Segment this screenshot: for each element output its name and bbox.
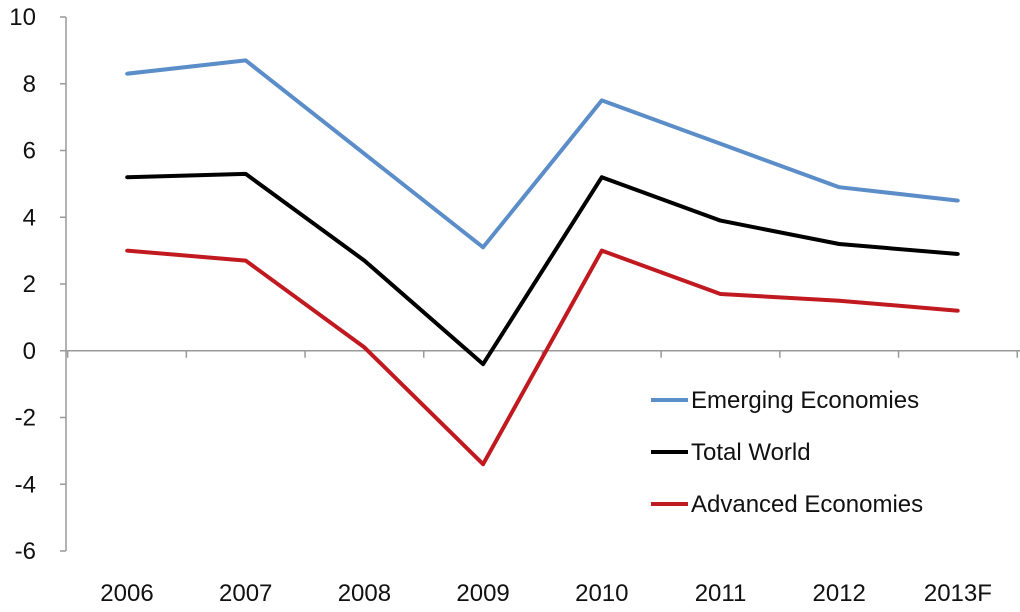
- data-point-total-world: [362, 258, 367, 263]
- data-point-advanced-economies: [837, 298, 841, 303]
- x-tick-label: 2008: [338, 580, 391, 607]
- series-line-total-world: [126, 171, 959, 367]
- data-point-total-world: [481, 362, 485, 366]
- data-point-total-world: [125, 175, 129, 179]
- y-tick-label: 6: [23, 138, 36, 165]
- data-point-advanced-economies: [600, 248, 604, 253]
- data-point-emerging-economies: [243, 58, 248, 63]
- y-tick-label: 8: [23, 71, 36, 98]
- data-point-total-world: [956, 252, 960, 256]
- data-point-total-world: [243, 172, 248, 176]
- data-point-advanced-economies: [956, 308, 960, 313]
- y-tick-label: -6: [15, 538, 36, 565]
- data-point-emerging-economies: [718, 142, 723, 146]
- series-line-advanced-economies: [126, 248, 959, 467]
- data-point-advanced-economies: [718, 292, 723, 296]
- data-point-advanced-economies: [481, 462, 485, 467]
- legend-label-advanced-economies: Advanced Economies: [691, 491, 923, 518]
- data-point-total-world: [600, 175, 604, 179]
- data-point-advanced-economies: [243, 258, 248, 263]
- data-point-total-world: [718, 218, 723, 223]
- x-tick-label: 2010: [575, 580, 628, 607]
- y-tick-label: 10: [9, 4, 36, 31]
- x-tick-label: 2009: [456, 580, 509, 607]
- legend-label-emerging-economies: Emerging Economies: [691, 387, 919, 414]
- x-tick-label: 2013F: [924, 580, 992, 607]
- data-point-total-world: [837, 242, 841, 246]
- data-point-advanced-economies: [362, 345, 367, 350]
- legend-label-total-world: Total World: [691, 439, 811, 466]
- data-point-emerging-economies: [125, 71, 129, 76]
- y-tick-label: -2: [15, 405, 36, 432]
- y-tick-label: 4: [23, 204, 36, 231]
- y-tick-label: 0: [23, 338, 36, 365]
- y-tick-label: 2: [23, 271, 36, 298]
- data-point-advanced-economies: [125, 248, 129, 253]
- x-tick-label: 2006: [100, 580, 153, 607]
- x-tick-label: 2012: [813, 580, 866, 607]
- data-point-emerging-economies: [837, 185, 841, 190]
- x-tick-label: 2011: [695, 580, 747, 607]
- data-point-emerging-economies: [956, 198, 960, 203]
- data-point-emerging-economies: [481, 245, 485, 250]
- x-tick-label: 2007: [219, 580, 272, 607]
- data-point-emerging-economies: [600, 98, 604, 103]
- data-point-emerging-economies: [362, 152, 367, 156]
- series-line-emerging-economies: [126, 58, 959, 250]
- y-tick-label: -4: [15, 471, 36, 498]
